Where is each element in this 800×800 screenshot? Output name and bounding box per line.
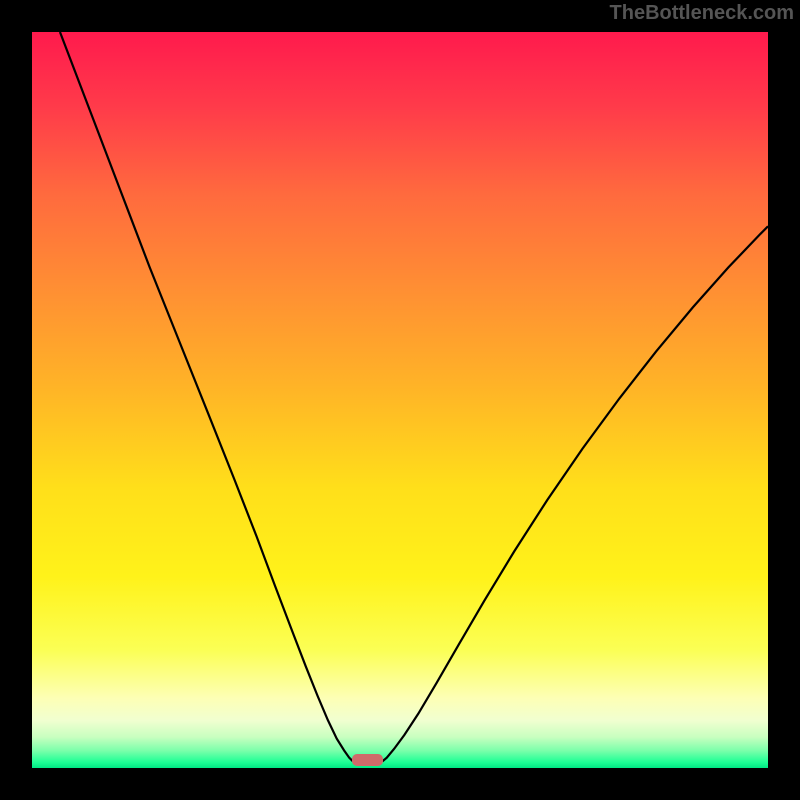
plot-area [32, 32, 768, 768]
curve-left-arm [60, 32, 353, 761]
curve-right-arm [382, 226, 768, 761]
watermark-text: TheBottleneck.com [610, 2, 794, 25]
chart-frame: TheBottleneck.com [0, 0, 800, 800]
bottleneck-curve [32, 32, 768, 768]
optimal-point-marker [352, 754, 384, 766]
